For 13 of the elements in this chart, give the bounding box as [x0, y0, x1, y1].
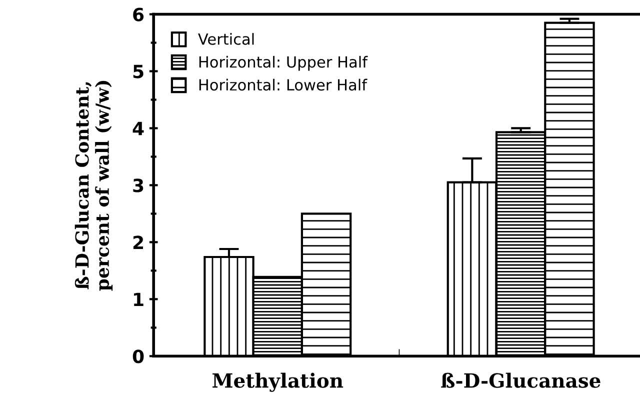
- y-tick-label: 2: [133, 236, 144, 250]
- y-tick-label: 1: [134, 292, 144, 306]
- y-tick-label: 5: [133, 64, 144, 78]
- legend-label: Vertical: [198, 33, 254, 45]
- legend-label: Horizontal: Lower Half: [199, 78, 368, 91]
- x-tick-label: Methylation: [212, 372, 344, 392]
- y-tick-label: 0: [132, 350, 144, 364]
- y-tick-label: 3: [133, 178, 144, 192]
- x-tick-label: ß-D-Glucanase: [441, 372, 600, 388]
- y-tick-label: 6: [133, 8, 144, 22]
- legend-label: Horizontal: Upper Half: [199, 56, 368, 71]
- y-axis-title: ß-D-Glucan Content, percent of wall (w/w): [74, 80, 113, 291]
- y-tick-label: 4: [132, 122, 144, 136]
